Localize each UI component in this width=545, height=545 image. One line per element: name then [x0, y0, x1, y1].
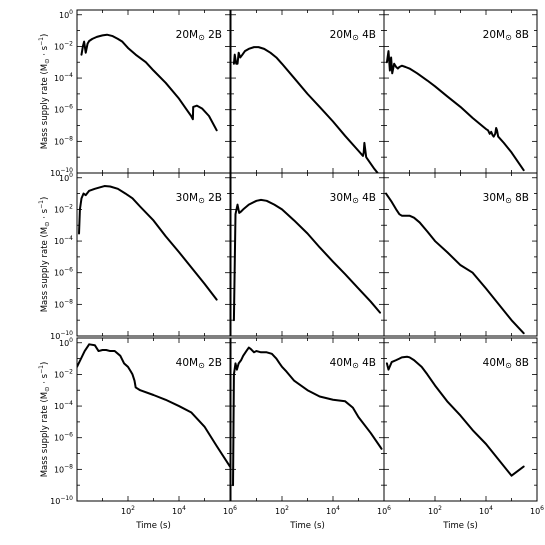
- panel-frame: [383, 337, 538, 502]
- series-line: [232, 46, 379, 173]
- y-tick-label: 10−4: [54, 235, 73, 246]
- y-tick-label: 10−10: [50, 167, 73, 178]
- y-tick-label: 10−4: [54, 72, 73, 83]
- y-tick-label: 10−8: [54, 463, 73, 474]
- y-tick-label: 10−2: [54, 203, 73, 214]
- y-tick-label: 100: [59, 337, 73, 348]
- x-tick-label: 102: [275, 505, 289, 516]
- panel-40m-2b: 40M⊙ 2B: [76, 337, 231, 502]
- x-axis-label: Time (s): [289, 521, 325, 531]
- panel-40m-4b: 40M⊙ 4B: [230, 337, 385, 502]
- x-tick-label: 104: [479, 505, 493, 516]
- x-tick-label: 102: [428, 505, 442, 516]
- series-line: [78, 185, 218, 301]
- x-tick-label: 106: [530, 505, 544, 516]
- y-axis-labels: 100 10−2 10−4 10−6 10−8 10−10 Mass supply rate…: [38, 9, 73, 506]
- y-axis-label: Mass supply rate (M⊙ · s−1): [38, 34, 51, 150]
- panel-title: 40M⊙ 2B: [176, 357, 222, 370]
- panel-title: 30M⊙ 8B: [483, 192, 529, 205]
- panel-30m-4b: 30M⊙ 4B: [230, 172, 385, 337]
- panel-title: 40M⊙ 8B: [483, 357, 529, 370]
- panel-title: 20M⊙ 8B: [483, 29, 529, 42]
- series-line: [80, 33, 218, 132]
- y-tick-label: 100: [59, 172, 73, 183]
- series-line: [77, 343, 230, 468]
- panel-frame: [76, 337, 231, 502]
- panel-title: 20M⊙ 4B: [330, 29, 376, 42]
- panel-title: 30M⊙ 4B: [330, 192, 376, 205]
- panel-title: 30M⊙ 2B: [176, 192, 222, 205]
- panel-40m-8b: 40M⊙ 8B: [383, 337, 538, 502]
- panel-title: 40M⊙ 4B: [330, 357, 376, 370]
- y-tick-label: 10−8: [54, 135, 73, 146]
- x-tick-label: 102: [121, 505, 135, 516]
- y-tick-label: 10−6: [54, 267, 73, 278]
- y-tick-label: 10−10: [50, 495, 73, 506]
- y-tick-label: 10−4: [54, 400, 73, 411]
- y-tick-label: 10−6: [54, 104, 73, 115]
- panel-frame: [383, 172, 538, 337]
- x-tick-label: 106: [377, 505, 391, 516]
- series-line: [385, 355, 525, 477]
- panel-20m-4b: 20M⊙ 4B: [230, 9, 385, 174]
- panel-title: 20M⊙ 2B: [176, 29, 222, 42]
- y-tick-label: 10−2: [54, 368, 73, 379]
- panel-20m-2b: 20M⊙ 2B: [76, 9, 231, 174]
- x-tick-label: 106: [223, 505, 237, 516]
- y-axis-label: Mass supply rate (M⊙ · s−1): [38, 197, 51, 313]
- y-tick-label: 10−2: [54, 40, 73, 51]
- x-axis-label: Time (s): [135, 521, 171, 531]
- panel-30m-8b: 30M⊙ 8B: [383, 172, 538, 337]
- x-tick-label: 104: [172, 505, 186, 516]
- x-tick-label: 104: [326, 505, 340, 516]
- y-tick-label: 10−8: [54, 298, 73, 309]
- series-line: [232, 346, 383, 487]
- panel-20m-8b: 20M⊙ 8B: [383, 9, 538, 174]
- y-tick-label: 10−10: [50, 330, 73, 341]
- y-axis-label: Mass supply rate (M⊙ · s−1): [38, 362, 51, 478]
- series-line: [232, 198, 382, 322]
- panel-frame: [76, 172, 231, 337]
- series-line: [385, 50, 525, 172]
- series-line: [385, 192, 525, 335]
- y-tick-label: 10−6: [54, 432, 73, 443]
- y-tick-label: 100: [59, 9, 73, 20]
- panels: 20M⊙ 2B 20M⊙ 4B 20M⊙ 8B 30M⊙ 2B 30M⊙ 4B 30M⊙ …: [76, 9, 538, 502]
- x-axis-label: Time (s): [442, 521, 478, 531]
- panel-30m-2b: 30M⊙ 2B: [76, 172, 231, 337]
